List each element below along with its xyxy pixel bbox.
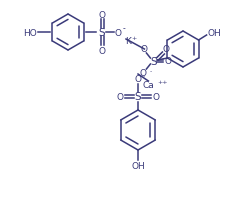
Text: O: O	[141, 45, 148, 54]
Text: O: O	[114, 28, 122, 37]
Text: -: -	[123, 24, 126, 33]
Text: Ca: Ca	[143, 81, 154, 90]
Text: S: S	[99, 28, 105, 38]
Text: O: O	[117, 92, 123, 101]
Text: O: O	[140, 69, 147, 78]
Text: HO: HO	[23, 28, 37, 37]
Text: O: O	[98, 46, 105, 55]
Text: OH: OH	[131, 162, 145, 171]
Text: S: S	[150, 57, 157, 67]
Text: S: S	[135, 92, 141, 101]
Text: O: O	[152, 92, 160, 101]
Text: O: O	[98, 11, 105, 19]
Text: O: O	[135, 75, 142, 84]
Text: O: O	[165, 57, 172, 66]
Text: -: -	[149, 69, 152, 74]
Text: O: O	[163, 45, 170, 54]
Text: OH: OH	[208, 29, 221, 38]
Text: K: K	[125, 37, 131, 46]
Text: -: -	[143, 74, 145, 79]
Text: ++: ++	[157, 80, 168, 85]
Text: +: +	[131, 36, 136, 41]
